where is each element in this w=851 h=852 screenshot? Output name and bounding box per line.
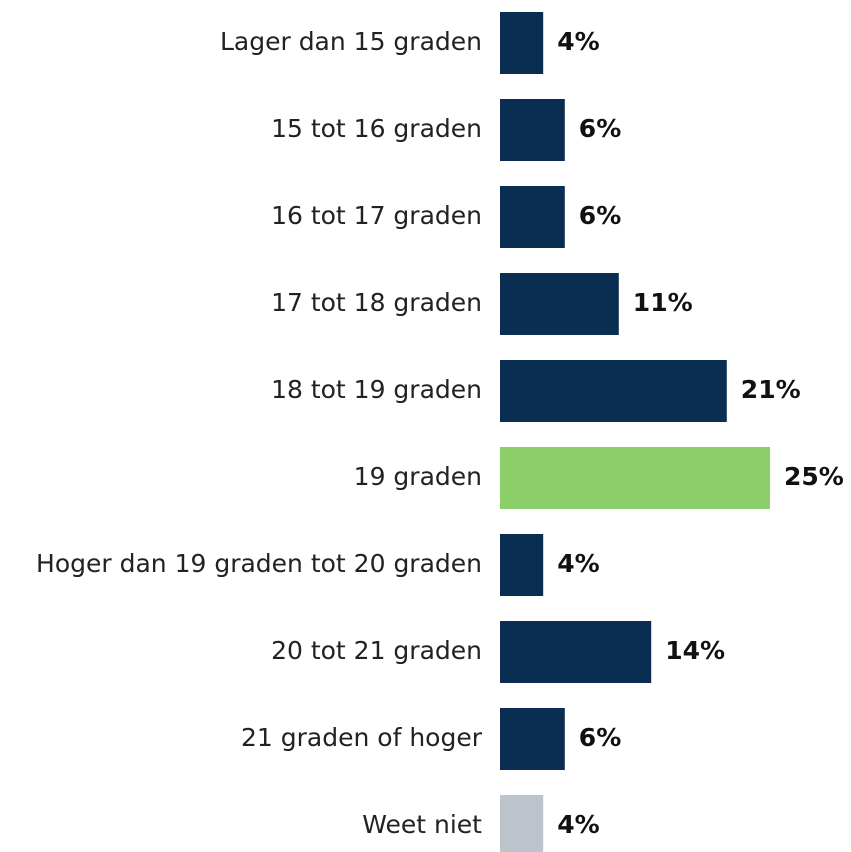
bar <box>500 795 544 852</box>
bar <box>500 708 565 770</box>
bar <box>500 99 565 161</box>
value-label: 6% <box>579 723 621 752</box>
category-label: Lager dan 15 graden <box>220 27 482 56</box>
category-label: 20 tot 21 graden <box>271 636 482 665</box>
category-label: 21 graden of hoger <box>241 723 483 752</box>
bar <box>500 273 619 335</box>
bar <box>500 186 565 248</box>
value-label: 14% <box>665 636 725 665</box>
value-label: 25% <box>784 462 844 491</box>
bar <box>500 12 544 74</box>
category-label: 18 tot 19 graden <box>271 375 482 404</box>
category-label: Weet niet <box>362 810 482 839</box>
category-label: 15 tot 16 graden <box>271 114 482 143</box>
category-label: 16 tot 17 graden <box>271 201 482 230</box>
bar <box>500 534 544 596</box>
category-label: 17 tot 18 graden <box>271 288 482 317</box>
value-label: 6% <box>579 201 621 230</box>
bar <box>500 621 652 683</box>
value-label: 4% <box>557 549 599 578</box>
value-label: 4% <box>557 27 599 56</box>
value-label: 4% <box>557 810 599 839</box>
bar <box>500 447 770 509</box>
category-label: 19 graden <box>354 462 482 491</box>
bar <box>500 360 727 422</box>
value-label: 21% <box>741 375 801 404</box>
value-label: 6% <box>579 114 621 143</box>
category-label: Hoger dan 19 graden tot 20 graden <box>36 549 482 578</box>
value-label: 11% <box>633 288 693 317</box>
